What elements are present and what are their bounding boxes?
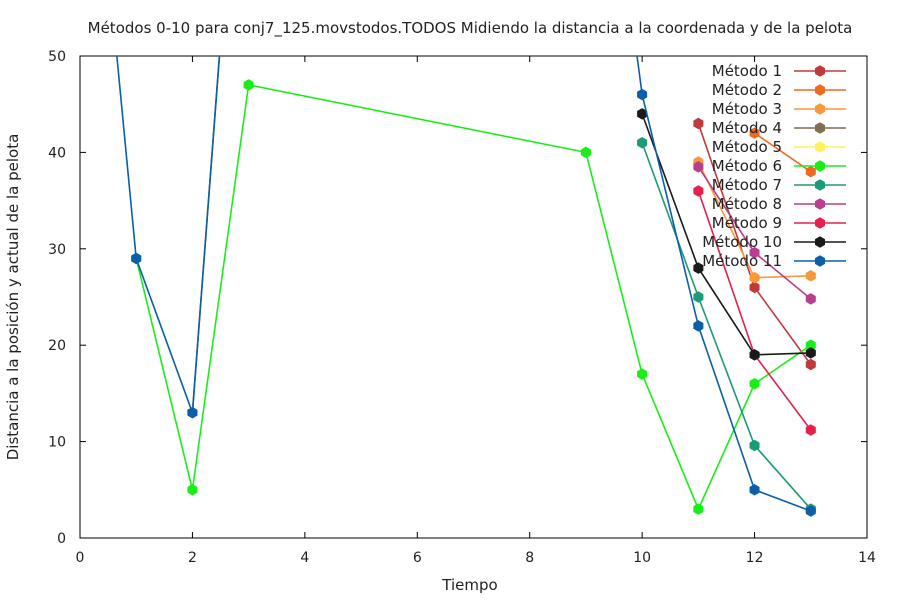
data-point: [749, 377, 760, 390]
legend-marker: [814, 65, 826, 77]
data-point: [693, 262, 704, 274]
x-tick-label: 8: [525, 550, 534, 566]
series-line: [135, 83, 812, 512]
data-point: [749, 439, 760, 452]
data-point: [749, 484, 760, 496]
x-tick-label: 4: [300, 550, 309, 566]
axis-ticks: 0 2 4 6 8 10 12 14 0 10 20 30 40 50: [48, 49, 876, 566]
data-point: [693, 161, 704, 173]
y-tick-label: 40: [48, 145, 66, 161]
x-tick-label: 0: [76, 550, 85, 566]
data-point: [187, 484, 198, 496]
data-point: [749, 281, 760, 294]
y-tick-label: 20: [48, 338, 66, 354]
x-tick-label: 2: [188, 550, 197, 566]
legend-label: Método 2: [712, 81, 782, 99]
y-axis-label: Distancia a la posición y actual de la p…: [4, 134, 22, 461]
data-point: [693, 117, 704, 130]
legend-marker: [814, 160, 826, 172]
series-metodo-1: [693, 117, 816, 371]
data-point: [805, 293, 816, 305]
data-point: [749, 246, 760, 259]
data-point: [693, 320, 704, 332]
series-metodo-10: [637, 108, 816, 361]
data-point: [805, 270, 816, 282]
data-point: [805, 424, 816, 436]
data-point: [805, 505, 816, 517]
data-point: [693, 185, 704, 197]
legend-label: Método 3: [712, 100, 782, 118]
data-point: [243, 79, 254, 91]
data-point: [749, 127, 760, 139]
data-point: [637, 88, 648, 101]
x-tick-label: 6: [413, 550, 422, 566]
y-tick-label: 50: [48, 49, 66, 65]
chart-title: Métodos 0-10 para conj7_125.movstodos.TO…: [88, 19, 853, 38]
data-point: [580, 146, 591, 159]
x-tick-label: 12: [746, 550, 764, 566]
data-point: [749, 271, 760, 284]
data-point: [693, 291, 704, 303]
legend-label: Método 6: [712, 157, 782, 175]
legend-label: Método 1: [712, 62, 782, 80]
data-point: [637, 368, 648, 380]
legend-marker: [814, 198, 826, 210]
legend-label: Método 7: [712, 176, 782, 194]
legend-marker: [814, 217, 826, 229]
series-metodo-11: [116, 56, 816, 517]
y-tick-label: 10: [48, 435, 66, 451]
legend-marker: [814, 141, 826, 153]
legend-label: Método 9: [712, 214, 782, 232]
legend-marker: [814, 103, 826, 115]
legend-marker: [814, 179, 826, 191]
x-tick-label: 14: [858, 550, 876, 566]
legend-label: Método 5: [712, 138, 782, 156]
data-point: [637, 136, 648, 149]
data-point: [749, 349, 760, 361]
legend-label: Método 4: [712, 119, 782, 137]
series-line: [191, 56, 221, 413]
legend-marker: [814, 122, 826, 134]
legend-marker: [814, 84, 826, 96]
series-line: [641, 142, 812, 510]
series-layer: [116, 56, 816, 517]
x-axis-label: Tiempo: [441, 576, 497, 594]
data-point: [187, 406, 198, 419]
data-point: [805, 347, 816, 359]
legend-label: Método 10: [702, 233, 782, 251]
data-point: [805, 165, 816, 178]
legend-label: Método 8: [712, 195, 782, 213]
y-tick-label: 0: [57, 531, 66, 547]
y-tick-label: 30: [48, 242, 66, 258]
legend-marker: [814, 236, 826, 248]
legend-marker: [814, 255, 826, 267]
series-line: [116, 56, 812, 512]
series-line: [641, 113, 811, 356]
x-tick-label: 10: [633, 550, 651, 566]
plot-frame: [79, 55, 868, 539]
data-point: [805, 358, 816, 371]
legend-label: Método 11: [702, 252, 782, 270]
data-point: [131, 252, 142, 265]
series-metodo-8: [693, 161, 816, 305]
data-point: [693, 503, 704, 515]
